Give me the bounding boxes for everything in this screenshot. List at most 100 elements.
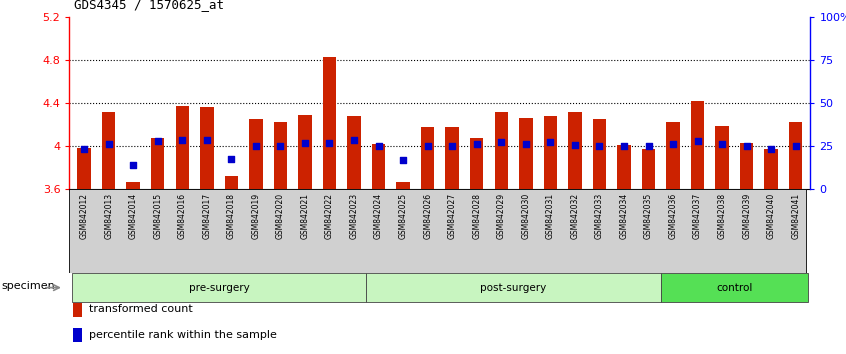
Bar: [366, 273, 661, 302]
Point: [446, 143, 459, 149]
Text: GSM842023: GSM842023: [349, 193, 359, 239]
Bar: [73, 302, 82, 316]
Point: [396, 158, 409, 163]
Point: [765, 147, 778, 152]
Text: GSM842039: GSM842039: [742, 193, 751, 239]
Text: GSM842032: GSM842032: [570, 193, 580, 239]
Point: [740, 143, 754, 149]
Bar: [397, 182, 409, 189]
Point: [347, 137, 360, 143]
Text: GSM842024: GSM842024: [374, 193, 383, 239]
Bar: [740, 143, 754, 189]
Point: [544, 139, 558, 145]
Text: GSM842013: GSM842013: [104, 193, 113, 239]
Text: GSM842038: GSM842038: [717, 193, 727, 239]
Bar: [716, 126, 729, 189]
Bar: [126, 182, 140, 189]
Text: GSM842033: GSM842033: [595, 193, 604, 239]
Text: GSM842037: GSM842037: [693, 193, 702, 239]
Point: [618, 143, 631, 149]
Point: [371, 143, 385, 149]
Text: GSM842036: GSM842036: [668, 193, 678, 239]
Text: GSM842022: GSM842022: [325, 193, 334, 239]
Point: [249, 143, 262, 149]
Bar: [765, 149, 778, 189]
Text: GSM842029: GSM842029: [497, 193, 506, 239]
Text: GSM842041: GSM842041: [791, 193, 800, 239]
Text: control: control: [717, 282, 753, 293]
Text: GSM842026: GSM842026: [423, 193, 432, 239]
Text: GSM842030: GSM842030: [521, 193, 530, 239]
Point: [642, 143, 656, 149]
Bar: [470, 138, 483, 189]
Text: GSM842035: GSM842035: [644, 193, 653, 239]
Bar: [298, 115, 311, 189]
Point: [77, 147, 91, 152]
Text: specimen: specimen: [2, 281, 55, 291]
Bar: [667, 122, 680, 189]
Bar: [273, 122, 287, 189]
Bar: [495, 112, 508, 189]
Bar: [175, 106, 189, 189]
Text: GSM842018: GSM842018: [227, 193, 236, 239]
Text: GSM842025: GSM842025: [398, 193, 408, 239]
Bar: [322, 57, 336, 189]
Bar: [593, 119, 607, 189]
Bar: [421, 127, 434, 189]
Point: [273, 143, 287, 149]
Point: [789, 143, 803, 149]
Point: [175, 137, 189, 143]
Text: GSM842031: GSM842031: [546, 193, 555, 239]
Bar: [618, 145, 631, 189]
Point: [470, 141, 484, 147]
Bar: [661, 273, 808, 302]
Bar: [446, 127, 459, 189]
Bar: [347, 116, 360, 189]
Point: [151, 138, 164, 144]
Text: GSM842016: GSM842016: [178, 193, 187, 239]
Text: GSM842021: GSM842021: [300, 193, 310, 239]
Text: GSM842020: GSM842020: [276, 193, 285, 239]
Bar: [249, 119, 262, 189]
Point: [322, 140, 336, 146]
Point: [420, 143, 434, 149]
Text: GDS4345 / 1570625_at: GDS4345 / 1570625_at: [74, 0, 223, 11]
Bar: [372, 144, 385, 189]
Bar: [77, 148, 91, 189]
Text: GSM842012: GSM842012: [80, 193, 89, 239]
Point: [593, 143, 607, 149]
Bar: [642, 149, 656, 189]
Bar: [544, 116, 558, 189]
Bar: [519, 118, 532, 189]
Bar: [224, 176, 238, 189]
Point: [298, 140, 311, 146]
Bar: [569, 112, 582, 189]
Point: [716, 141, 729, 147]
Text: transformed count: transformed count: [89, 304, 192, 314]
Bar: [691, 101, 705, 189]
Point: [200, 137, 213, 143]
Point: [519, 141, 533, 147]
Text: GSM842014: GSM842014: [129, 193, 138, 239]
Point: [495, 139, 508, 145]
Point: [667, 141, 680, 147]
Text: GSM842017: GSM842017: [202, 193, 212, 239]
Text: GSM842019: GSM842019: [251, 193, 261, 239]
Text: GSM842027: GSM842027: [448, 193, 457, 239]
Text: post-surgery: post-surgery: [481, 282, 547, 293]
Bar: [72, 273, 366, 302]
Text: GSM842040: GSM842040: [766, 193, 776, 239]
Bar: [789, 122, 803, 189]
Point: [102, 141, 115, 147]
Text: GSM842015: GSM842015: [153, 193, 162, 239]
Point: [691, 138, 705, 144]
Bar: [151, 138, 164, 189]
Text: pre-surgery: pre-surgery: [189, 282, 250, 293]
Bar: [102, 112, 115, 189]
Point: [126, 162, 140, 167]
Point: [569, 142, 582, 148]
Bar: [73, 328, 82, 342]
Text: percentile rank within the sample: percentile rank within the sample: [89, 330, 277, 340]
Text: GSM842034: GSM842034: [619, 193, 629, 239]
Text: GSM842028: GSM842028: [472, 193, 481, 239]
